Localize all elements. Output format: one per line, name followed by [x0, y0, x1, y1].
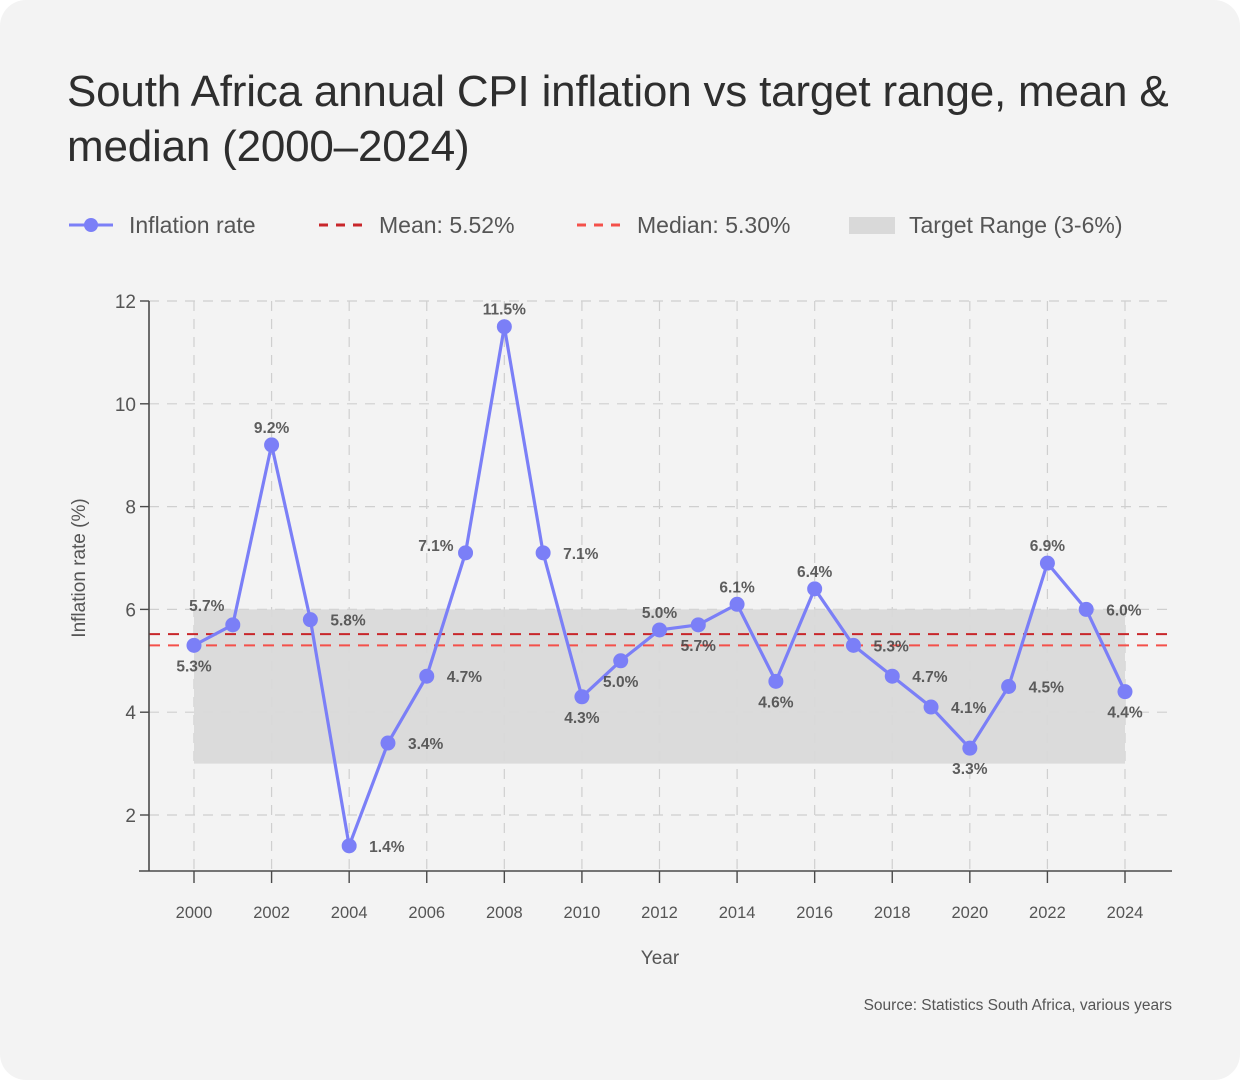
x-tick-label: 2012 — [641, 904, 678, 922]
data-label: 4.3% — [564, 710, 600, 727]
x-tick-label: 2018 — [874, 904, 911, 922]
data-label: 5.0% — [642, 605, 678, 622]
data-label: 3.4% — [408, 736, 444, 753]
y-axis-title: Inflation rate (%) — [69, 498, 90, 637]
data-label: 1.4% — [369, 839, 405, 856]
legend-item-inflation-rate[interactable]: Inflation rate — [67, 205, 256, 245]
data-label: 4.1% — [951, 700, 987, 717]
chart-title: South Africa annual CPI inflation vs tar… — [67, 67, 1169, 171]
x-tick-label: 2006 — [408, 904, 445, 922]
legend-item-mean[interactable]: Mean: 5.52% — [317, 205, 515, 245]
dashed-line-icon — [577, 223, 621, 227]
x-tick-label: 2024 — [1107, 904, 1144, 922]
data-label: 5.3% — [176, 658, 212, 675]
data-point — [264, 437, 280, 453]
data-label: 5.7% — [681, 638, 717, 655]
data-label: 7.1% — [418, 538, 454, 555]
data-point — [380, 735, 396, 751]
data-label: 5.8% — [330, 613, 366, 630]
data-label: 4.5% — [1029, 680, 1065, 697]
y-tick-label: 12 — [115, 292, 136, 313]
data-point — [186, 637, 202, 653]
x-tick-label: 2000 — [176, 904, 213, 922]
data-point — [884, 668, 900, 684]
data-point — [419, 668, 435, 684]
data-point — [1001, 679, 1017, 694]
data-label: 4.6% — [758, 694, 794, 711]
data-point — [768, 673, 784, 689]
data-label: 9.2% — [254, 420, 290, 437]
band-swatch-icon — [849, 217, 895, 234]
y-tick-label: 2 — [125, 806, 136, 827]
legend-label: Median: 5.30% — [637, 211, 791, 238]
legend-label: Mean: 5.52% — [379, 211, 515, 238]
y-tick-label: 8 — [125, 498, 136, 519]
data-point — [690, 617, 706, 633]
data-point — [1078, 601, 1094, 617]
data-label: 3.3% — [952, 761, 988, 778]
x-tick-label: 2020 — [951, 904, 988, 922]
legend-item-median[interactable]: Median: 5.30% — [575, 205, 790, 245]
data-point — [341, 838, 357, 854]
data-point — [458, 545, 474, 561]
y-tick-label: 4 — [125, 703, 136, 724]
x-tick-label: 2008 — [486, 904, 523, 922]
legend: Inflation rate Mean: 5.52% Median: 5.30%… — [67, 205, 1187, 245]
data-point — [574, 689, 590, 705]
data-point — [807, 581, 823, 597]
data-point — [302, 612, 318, 628]
data-point — [535, 545, 551, 561]
data-label: 5.3% — [873, 638, 909, 655]
legend-item-target-range[interactable]: Target Range (3-6%) — [849, 205, 1123, 245]
x-tick-label: 2022 — [1029, 904, 1066, 922]
data-point — [729, 596, 745, 612]
data-label: 4.7% — [912, 669, 948, 686]
legend-label: Inflation rate — [129, 211, 256, 238]
legend-label: Target Range (3-6%) — [909, 211, 1123, 238]
x-tick-label: 2010 — [564, 904, 601, 922]
data-label: 5.7% — [189, 598, 225, 615]
x-axis-title: Year — [641, 948, 680, 969]
x-tick-label: 2002 — [253, 904, 290, 922]
data-label: 6.0% — [1106, 602, 1142, 619]
data-point — [845, 637, 861, 653]
data-point — [923, 699, 939, 715]
data-point — [1117, 684, 1133, 700]
data-point — [613, 653, 629, 669]
axes: 2 4 6 8 10 12 2000 2002 2004 2006 2008 2010 2012 2014… — [115, 292, 1172, 922]
gridlines — [149, 300, 1172, 871]
data-point — [496, 319, 512, 335]
data-label: 7.1% — [563, 546, 599, 563]
data-label: 4.4% — [1107, 705, 1143, 722]
data-point — [225, 617, 241, 633]
data-point — [962, 740, 978, 756]
x-tick-label: 2014 — [719, 904, 756, 922]
data-labels: 5.3% 5.7% 9.2% 5.8% 1.4% 3.4% 4.7% 7.1% 11.5% 7.1… — [176, 302, 1143, 856]
x-tick-label: 2016 — [796, 904, 833, 922]
data-label: 4.7% — [447, 669, 483, 686]
data-label: 6.9% — [1030, 538, 1066, 555]
data-label: 6.1% — [719, 579, 755, 596]
data-label: 5.0% — [603, 674, 639, 691]
line-marker-icon — [69, 218, 113, 232]
x-tick-label: 2004 — [331, 904, 368, 922]
data-point — [652, 622, 667, 638]
data-label: 6.4% — [797, 564, 833, 581]
data-points — [186, 319, 1133, 854]
data-label: 11.5% — [483, 302, 526, 319]
data-point — [1039, 555, 1055, 571]
y-tick-label: 6 — [125, 600, 136, 621]
source-note: Source: Statistics South Africa, various… — [863, 997, 1172, 1014]
y-tick-label: 10 — [115, 395, 136, 416]
dashed-line-icon — [319, 223, 363, 227]
